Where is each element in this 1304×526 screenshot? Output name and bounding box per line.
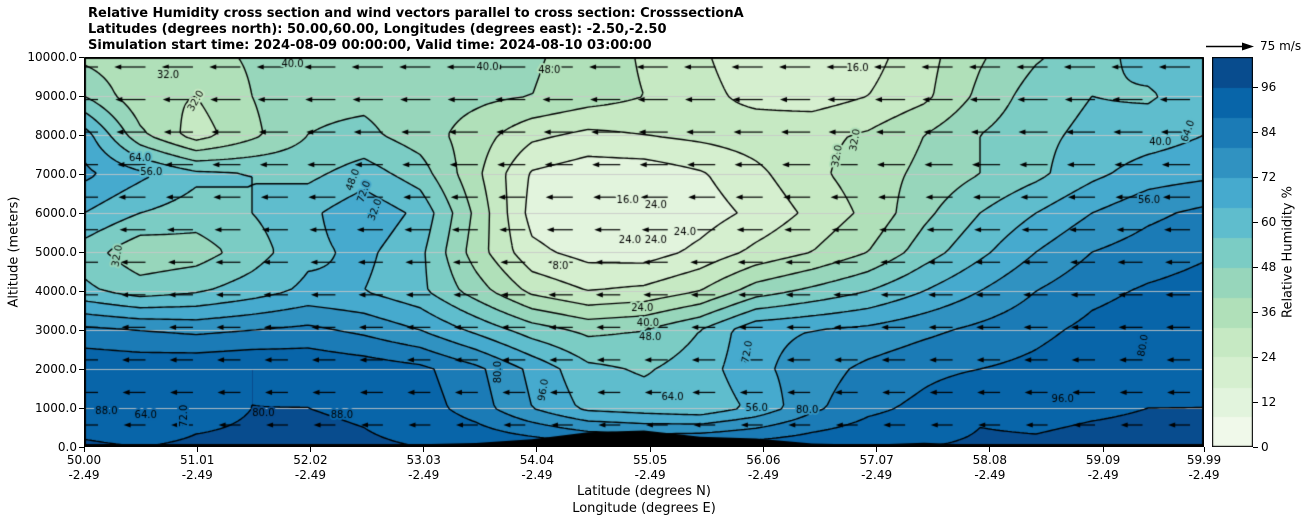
plot-title: Relative Humidity cross section and wind…: [88, 6, 744, 54]
x-tick-latitude: 53.03: [406, 453, 441, 467]
colorbar-tick-mark: [1253, 131, 1258, 133]
title-line-3: Simulation start time: 2024-08-09 00:00:…: [88, 38, 652, 53]
colorbar-canvas: [1212, 57, 1253, 447]
x-tick-label: 57.07 -2.49: [845, 453, 909, 483]
x-tick-latitude: 54.04: [519, 453, 555, 467]
x-axis-label-longitude: Longitude (degrees E): [572, 501, 716, 516]
x-tick-latitude: 57.07: [859, 453, 894, 467]
x-tick-mark: [309, 447, 311, 452]
x-tick-mark: [1102, 447, 1104, 452]
colorbar-tick-label: 72: [1261, 170, 1277, 184]
title-line-2: Latitudes (degrees north): 50.00,60.00, …: [88, 22, 667, 37]
x-tick-latitude: 56.06: [746, 453, 781, 467]
y-tick-label: 7000.0: [35, 167, 77, 181]
x-tick-label: 53.03 -2.49: [392, 453, 456, 483]
y-tick-label: 8000.0: [35, 128, 77, 142]
colorbar-tick-label: 0: [1261, 440, 1269, 454]
x-tick-label: 55.05 -2.49: [618, 453, 682, 483]
x-tick-longitude: -2.49: [1188, 468, 1220, 482]
y-tick-mark: [79, 212, 84, 214]
x-tick-label: 59.09 -2.49: [1071, 453, 1135, 483]
x-tick-latitude: 55.05: [632, 453, 668, 467]
x-tick-latitude: 51.01: [180, 453, 215, 467]
x-tick-latitude: 52.02: [293, 453, 328, 467]
colorbar-tick-mark: [1253, 221, 1258, 223]
x-tick-longitude: -2.49: [181, 468, 213, 482]
x-tick-mark: [876, 447, 878, 452]
colorbar-tick-label: 12: [1261, 395, 1277, 409]
x-tick-latitude: 50.00: [66, 453, 102, 467]
y-tick-mark: [79, 329, 84, 331]
cross-section-plot-canvas: [84, 57, 1204, 447]
y-tick-mark: [79, 290, 84, 292]
y-tick-mark: [79, 56, 84, 58]
colorbar-tick-mark: [1253, 356, 1258, 358]
x-tick-longitude: -2.49: [521, 468, 553, 482]
x-tick-longitude: -2.49: [861, 468, 893, 482]
x-tick-mark: [1203, 447, 1205, 452]
y-tick-label: 10000.0: [27, 50, 77, 64]
y-tick-label: 9000.0: [35, 89, 77, 103]
x-tick-mark: [649, 447, 651, 452]
x-tick-longitude: -2.49: [294, 468, 326, 482]
colorbar-tick-mark: [1253, 86, 1258, 88]
y-tick-mark: [79, 251, 84, 253]
x-tick-label: 50.00 -2.49: [52, 453, 116, 483]
x-tick-mark: [83, 447, 85, 452]
title-line-1: Relative Humidity cross section and wind…: [88, 6, 744, 21]
y-tick-mark: [79, 407, 84, 409]
colorbar-tick-mark: [1253, 401, 1258, 403]
colorbar-tick-label: 84: [1261, 125, 1277, 139]
colorbar-tick-label: 60: [1261, 215, 1277, 229]
y-tick-label: 1000.0: [35, 401, 77, 415]
x-tick-mark: [536, 447, 538, 452]
x-tick-mark: [989, 447, 991, 452]
colorbar-tick-mark: [1253, 176, 1258, 178]
y-tick-label: 2000.0: [35, 362, 77, 376]
x-tick-longitude: -2.49: [747, 468, 779, 482]
x-tick-longitude: -2.49: [1087, 468, 1119, 482]
quiver-key-label: 75 m/s: [1260, 39, 1302, 53]
x-axis-label-latitude: Latitude (degrees N): [577, 484, 711, 499]
y-tick-label: 3000.0: [35, 323, 77, 337]
y-tick-mark: [79, 134, 84, 136]
x-tick-longitude: -2.49: [974, 468, 1006, 482]
y-tick-label: 5000.0: [35, 245, 77, 259]
colorbar-tick-mark: [1253, 446, 1258, 448]
colorbar-tick-label: 36: [1261, 305, 1277, 319]
x-tick-label: 56.06 -2.49: [731, 453, 795, 483]
x-tick-longitude: -2.49: [68, 468, 100, 482]
x-tick-mark: [423, 447, 425, 452]
y-tick-mark: [79, 173, 84, 175]
y-tick-mark: [79, 95, 84, 97]
x-tick-label: 52.02 -2.49: [278, 453, 342, 483]
colorbar-tick-label: 48: [1261, 260, 1277, 274]
y-tick-label: 6000.0: [35, 206, 77, 220]
colorbar-tick-label: 96: [1261, 80, 1277, 94]
x-tick-longitude: -2.49: [408, 468, 440, 482]
colorbar-tick-mark: [1253, 311, 1258, 313]
quiver-key-arrow-icon: [1206, 42, 1254, 50]
x-tick-label: 59.99 -2.49: [1172, 453, 1236, 483]
x-tick-latitude: 59.99: [1186, 453, 1222, 467]
x-tick-label: 58.08 -2.49: [958, 453, 1022, 483]
colorbar-tick-mark: [1253, 266, 1258, 268]
x-tick-label: 54.04 -2.49: [505, 453, 569, 483]
colorbar-label: Relative Humidity %: [1280, 186, 1296, 318]
x-tick-latitude: 59.09: [1085, 453, 1121, 467]
y-tick-label: 4000.0: [35, 284, 77, 298]
y-tick-mark: [79, 368, 84, 370]
x-tick-mark: [196, 447, 198, 452]
colorbar-tick-label: 24: [1261, 350, 1277, 364]
x-tick-longitude: -2.49: [634, 468, 666, 482]
quiver-key: 75 m/s: [1206, 39, 1301, 53]
y-tick-label: 0.0: [57, 440, 77, 454]
x-tick-label: 51.01 -2.49: [165, 453, 229, 483]
x-tick-mark: [762, 447, 764, 452]
y-tick-mark: [79, 446, 84, 448]
x-tick-latitude: 58.08: [972, 453, 1008, 467]
